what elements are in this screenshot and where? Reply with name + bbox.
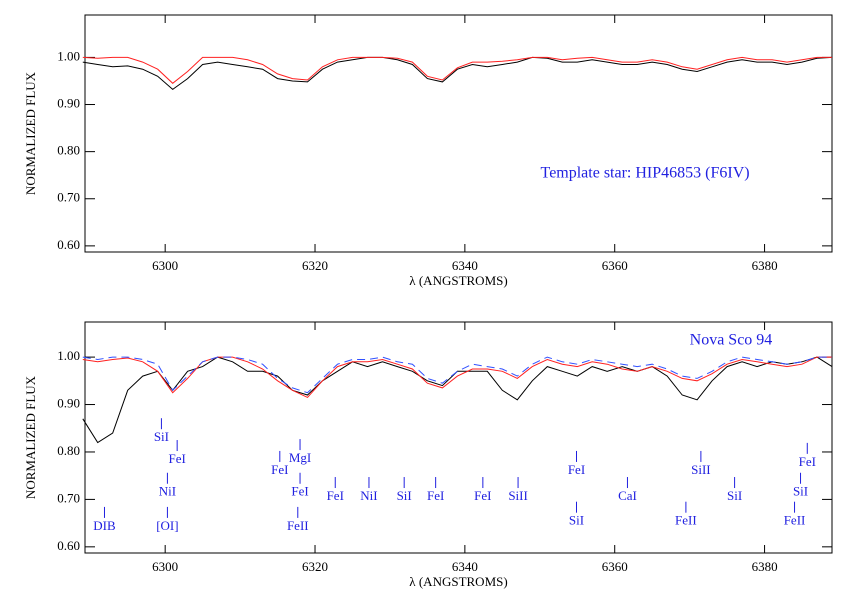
line-label: SiII [508,488,528,503]
x-tick-label: 6380 [752,258,778,273]
x-axis-label: λ (ANGSTROMS) [409,273,507,288]
spectrum-line [82,356,832,394]
line-label: FeII [784,513,806,528]
line-label: SiI [397,488,412,503]
x-axis-label: λ (ANGSTROMS) [409,574,507,589]
x-tick-label: 6300 [152,258,178,273]
line-label: FeI [168,451,185,466]
x-tick-label: 6300 [152,559,178,574]
line-label: FeI [568,462,585,477]
y-tick-label: 0.70 [57,190,80,205]
plot-frame [84,14,833,253]
line-label: FeI [427,488,444,503]
panel-note: Nova Sco 94 [690,332,773,349]
y-tick-label: 0.60 [57,538,80,553]
y-tick-label: 0.80 [57,143,80,158]
plot-frame [84,321,833,554]
line-label: FeI [474,488,491,503]
line-label: FeII [287,518,309,533]
y-tick-label: 0.60 [57,237,80,252]
line-label: [OI] [156,518,178,533]
line-label: SiI [569,513,584,528]
x-tick-label: 6360 [602,559,628,574]
y-tick-label: 1.00 [57,348,80,363]
y-tick-label: 0.70 [57,490,80,505]
line-label: SiI [793,484,808,499]
line-label: SiI [727,488,742,503]
spectrum-line [82,356,832,399]
y-tick-label: 0.80 [57,443,80,458]
x-tick-label: 6320 [302,559,328,574]
line-label: NiI [360,488,377,503]
line-label: FeI [799,454,816,469]
x-tick-label: 6380 [752,559,778,574]
spectrum-line [82,56,832,84]
y-tick-label: 0.90 [57,96,80,111]
line-label: FeI [291,484,308,499]
x-tick-label: 6360 [602,258,628,273]
y-axis-label: NORMALIZED FLUX [23,71,38,195]
line-label: FeI [327,488,344,503]
line-label: DIB [93,518,116,533]
line-label: MgI [289,450,311,465]
y-axis-label: NORMALIZED FLUX [23,375,38,499]
y-tick-label: 1.00 [57,48,80,63]
x-tick-label: 6340 [452,258,478,273]
line-label: NiI [159,484,176,499]
line-label: SiII [691,462,711,477]
line-label: FeII [675,513,697,528]
panel-note: Template star: HIP46853 (F6IV) [541,164,750,181]
y-tick-label: 0.90 [57,396,80,411]
spectrum-line [82,56,833,91]
x-tick-label: 6320 [302,258,328,273]
x-tick-label: 6340 [452,559,478,574]
line-label: CaI [618,488,637,503]
line-label: FeI [271,462,288,477]
line-label: SiI [154,429,169,444]
